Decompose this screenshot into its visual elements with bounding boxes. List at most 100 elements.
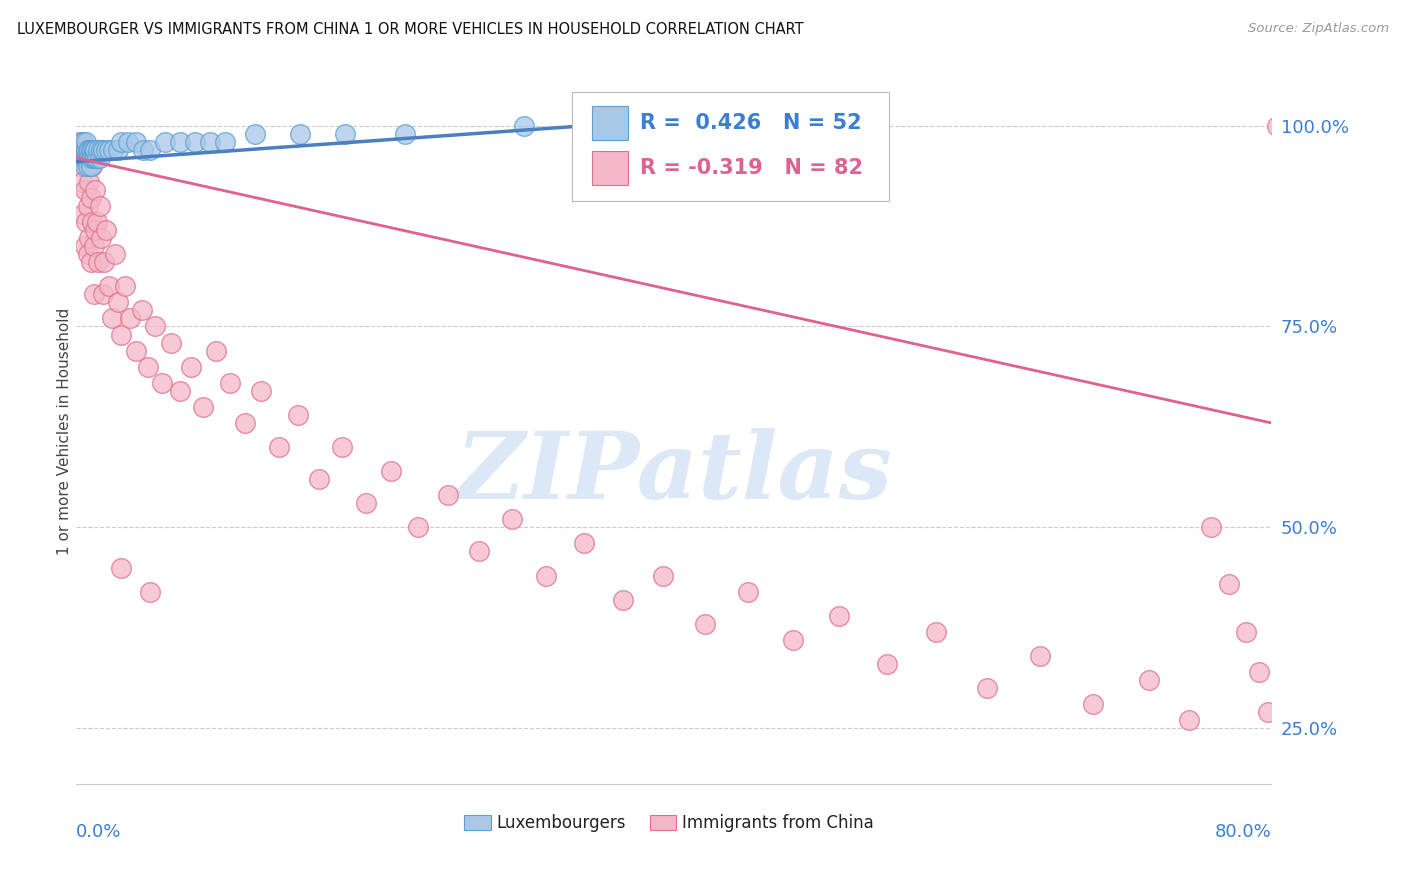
- Point: [572, 536, 595, 550]
- Y-axis label: 1 or more Vehicles in Household: 1 or more Vehicles in Household: [58, 308, 72, 555]
- Point: [308, 472, 330, 486]
- Point: [90, 143, 112, 157]
- Point: [83, 287, 105, 301]
- Point: [70, 135, 93, 149]
- Point: [75, 151, 97, 165]
- Point: [1234, 624, 1257, 639]
- Point: [72, 143, 94, 157]
- Point: [437, 488, 460, 502]
- Point: [233, 416, 256, 430]
- Point: [97, 279, 120, 293]
- Point: [76, 159, 98, 173]
- Point: [633, 119, 655, 133]
- Point: [143, 319, 166, 334]
- Point: [287, 408, 309, 422]
- Point: [652, 568, 675, 582]
- Point: [693, 616, 716, 631]
- Point: [1137, 673, 1160, 687]
- Bar: [650, 814, 676, 830]
- Point: [82, 143, 104, 157]
- Point: [243, 127, 266, 141]
- Point: [169, 135, 191, 149]
- Point: [394, 127, 416, 141]
- Text: Source: ZipAtlas.com: Source: ZipAtlas.com: [1249, 22, 1389, 36]
- Point: [267, 440, 290, 454]
- Point: [1178, 713, 1201, 727]
- Point: [288, 127, 311, 141]
- Point: [93, 255, 115, 269]
- Point: [110, 327, 132, 342]
- Text: ZIPatlas: ZIPatlas: [456, 428, 891, 518]
- Point: [73, 143, 96, 157]
- Point: [77, 175, 100, 189]
- Point: [73, 183, 96, 197]
- Point: [131, 303, 153, 318]
- Point: [86, 151, 108, 165]
- Point: [354, 496, 377, 510]
- Point: [110, 135, 132, 149]
- Point: [80, 151, 103, 165]
- Point: [101, 143, 124, 157]
- Point: [132, 143, 155, 157]
- Point: [67, 135, 90, 149]
- Point: [80, 159, 103, 173]
- Point: [118, 311, 141, 326]
- Text: LUXEMBOURGER VS IMMIGRANTS FROM CHINA 1 OR MORE VEHICLES IN HOUSEHOLD CORRELATIO: LUXEMBOURGER VS IMMIGRANTS FROM CHINA 1 …: [17, 22, 803, 37]
- Point: [69, 159, 91, 173]
- Point: [84, 183, 107, 197]
- Bar: [592, 106, 628, 140]
- Point: [82, 151, 104, 165]
- Point: [184, 135, 207, 149]
- Point: [67, 143, 90, 157]
- Point: [155, 135, 177, 149]
- Point: [468, 544, 491, 558]
- Point: [73, 239, 96, 253]
- Point: [406, 520, 429, 534]
- Point: [80, 143, 103, 157]
- Point: [82, 159, 104, 173]
- Point: [89, 151, 111, 165]
- Bar: [464, 814, 491, 830]
- Point: [1270, 119, 1292, 133]
- Point: [87, 255, 110, 269]
- Point: [70, 143, 93, 157]
- Point: [1257, 705, 1279, 719]
- Point: [218, 376, 240, 390]
- Point: [250, 384, 273, 398]
- Point: [612, 592, 634, 607]
- Point: [77, 143, 100, 157]
- Point: [139, 143, 162, 157]
- Point: [76, 143, 98, 157]
- Point: [117, 135, 139, 149]
- Point: [87, 143, 110, 157]
- Point: [70, 175, 93, 189]
- Point: [75, 143, 97, 157]
- Point: [91, 143, 114, 157]
- Bar: [592, 151, 628, 185]
- Point: [214, 135, 236, 149]
- Point: [124, 343, 146, 358]
- Text: 80.0%: 80.0%: [1215, 823, 1271, 841]
- Point: [72, 151, 94, 165]
- Point: [77, 231, 100, 245]
- Point: [107, 295, 129, 310]
- Point: [1265, 119, 1288, 133]
- Point: [114, 279, 136, 293]
- Point: [169, 384, 191, 398]
- Text: R = -0.319   N = 82: R = -0.319 N = 82: [640, 158, 863, 178]
- Point: [80, 191, 103, 205]
- Point: [84, 151, 107, 165]
- Point: [136, 359, 159, 374]
- Point: [501, 512, 523, 526]
- Point: [72, 207, 94, 221]
- Point: [925, 624, 948, 639]
- Point: [152, 376, 174, 390]
- Point: [75, 135, 97, 149]
- Point: [76, 247, 98, 261]
- Point: [104, 247, 127, 261]
- Point: [89, 199, 111, 213]
- Text: Immigrants from China: Immigrants from China: [682, 814, 873, 831]
- Text: 0.0%: 0.0%: [76, 823, 121, 841]
- Point: [73, 159, 96, 173]
- Point: [83, 143, 105, 157]
